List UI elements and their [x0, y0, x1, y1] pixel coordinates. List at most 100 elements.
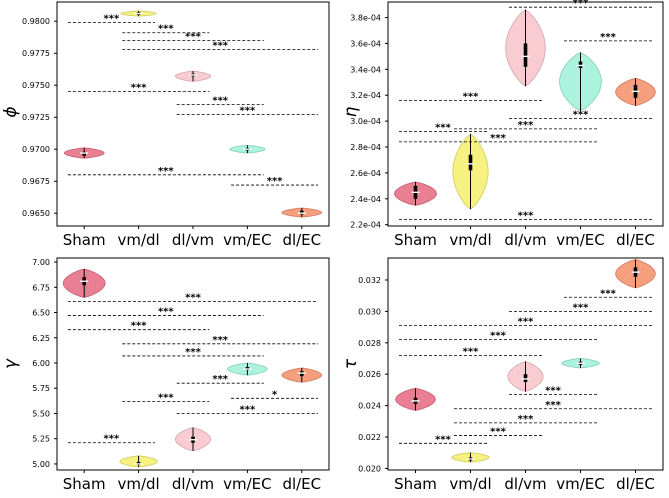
category-label: vm/EC: [223, 475, 272, 493]
significance-label: ***: [573, 302, 589, 313]
y-tick-label: 0.9800: [22, 17, 50, 26]
y-tick-label: 0.032: [358, 276, 381, 285]
violin-dl-vm: [505, 9, 546, 87]
violin-dl-vm: [507, 361, 544, 393]
significance-label: ***: [435, 434, 451, 445]
violin-dl-vm: [174, 70, 212, 82]
y-tick-label: 2.4e-04: [350, 195, 381, 204]
significance-label: ***: [240, 106, 256, 117]
y-axis-label: τ: [341, 358, 361, 369]
violin-sham: [63, 147, 105, 159]
significance-label: ***: [435, 122, 451, 133]
violin-iqr-box: [523, 374, 528, 383]
category-label: dl/vm: [504, 475, 546, 493]
y-tick-label: 0.9675: [22, 177, 50, 186]
violin-outline: [451, 452, 490, 463]
y-tick-label: 6.25: [32, 334, 50, 343]
violin-dl-vm: [174, 427, 212, 452]
violin-vm-ec: [559, 51, 602, 112]
panel-1: 0.9650 0.9675 0.9700 0.9725 0.9750 0.9775 0.98…: [1, 1, 330, 249]
violin-outline: [174, 427, 212, 452]
y-tick-label: 0.9750: [22, 81, 50, 90]
significance-label: ***: [131, 321, 147, 332]
significance-label: ***: [131, 83, 147, 94]
y-tick-label: 0.028: [358, 339, 381, 348]
significance-label: ***: [185, 347, 201, 358]
significance-label: ***: [518, 211, 534, 222]
significance-label: ***: [104, 13, 120, 24]
category-label: Sham: [63, 231, 106, 249]
category-label: vm/EC: [556, 475, 605, 493]
violin-vm-dl: [451, 452, 490, 463]
y-tick-label: 3.2e-04: [350, 91, 381, 100]
significance-label: ***: [240, 404, 256, 415]
violin-outline: [452, 133, 489, 210]
significance-label: ***: [573, 110, 589, 121]
y-axis-label: ϕ: [1, 106, 21, 117]
y-tick-label: 2.6e-04: [350, 169, 381, 178]
category-label: Sham: [63, 475, 106, 493]
y-tick-label: 3.4e-04: [350, 65, 381, 74]
category-label: dl/vm: [172, 231, 214, 249]
violin-outline: [561, 358, 600, 369]
significance-label: ***: [463, 346, 479, 357]
y-tick-label: 0.022: [358, 433, 381, 442]
violin-vm-dl: [120, 10, 157, 17]
significance-label: ***: [158, 392, 174, 403]
significance-label: ***: [518, 414, 534, 425]
y-axis-label: γ: [1, 358, 21, 369]
category-label: dl/EC: [282, 475, 321, 493]
category-label: vm/dl: [449, 475, 491, 493]
y-tick-label: 6.50: [32, 309, 50, 318]
significance-label: ***: [490, 133, 506, 144]
panel-4: 0.020 0.022 0.024 0.026 0.028 0.030 0.032 τ Sham…: [341, 257, 664, 493]
panel-2: 2.2e-04 2.4e-04 2.6e-04 2.8e-04 3.0e-04 3.2e-…: [341, 0, 664, 249]
panel-3: 5.00 5.25 5.50 5.75 6.00 6.25 6.50 6.75 7.00 γ Sha…: [1, 257, 330, 493]
significance-label: ***: [545, 400, 561, 411]
violin-sham: [394, 181, 437, 206]
y-axis-label: η: [341, 106, 361, 117]
violin-outline: [395, 387, 436, 411]
y-tick-label: 2.8e-04: [350, 143, 381, 152]
y-tick-label: 0.030: [358, 307, 381, 316]
significance-label: ***: [185, 31, 201, 42]
y-tick-label: 0.020: [358, 464, 381, 473]
category-label: dl/EC: [616, 475, 655, 493]
violin-dl-ec: [615, 77, 656, 107]
significance-label: ***: [185, 292, 201, 303]
y-tick-label: 0.9725: [22, 113, 50, 122]
significance-label: ***: [267, 176, 283, 187]
y-tick-label: 5.75: [32, 384, 50, 393]
significance-label: ***: [545, 386, 561, 397]
violin-dl-ec: [615, 259, 656, 289]
y-tick-label: 2.2e-04: [350, 221, 381, 230]
significance-label: ***: [158, 24, 174, 35]
violin-dl-ec: [281, 367, 323, 383]
significance-label: ***: [158, 307, 174, 318]
significance-label: ***: [212, 40, 228, 51]
y-tick-label: 0.9650: [22, 209, 50, 218]
significance-label: ***: [212, 335, 228, 346]
y-tick-label: 0.026: [358, 370, 381, 379]
significance-label: ***: [600, 288, 616, 299]
category-label: vm/dl: [449, 231, 491, 249]
significance-label: *: [272, 389, 278, 400]
violin-sham: [395, 387, 436, 411]
category-label: vm/dl: [117, 475, 159, 493]
violin-vm-ec: [561, 357, 600, 369]
violin-dl-ec: [281, 207, 323, 218]
category-label: dl/vm: [172, 475, 214, 493]
violin-vm-dl: [452, 133, 489, 210]
y-tick-label: 3.8e-04: [350, 14, 381, 23]
category-label: dl/EC: [282, 231, 321, 249]
significance-label: ***: [518, 317, 534, 328]
y-tick-label: 5.00: [32, 460, 50, 469]
violin-vm-ec: [227, 362, 268, 376]
y-tick-label: 3.6e-04: [350, 39, 381, 48]
y-tick-label: 5.25: [32, 435, 50, 444]
significance-label: ***: [490, 426, 506, 437]
category-label: vm/dl: [117, 231, 159, 249]
violin-iqr-box: [468, 154, 473, 171]
significance-label: ***: [463, 91, 479, 102]
